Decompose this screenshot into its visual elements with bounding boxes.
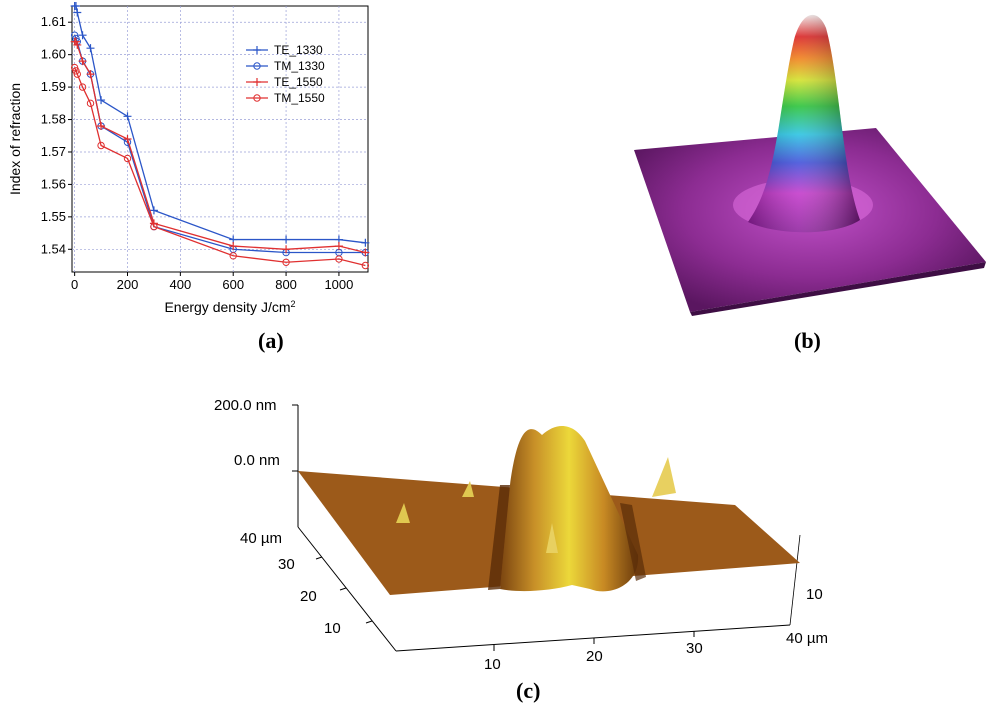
y-tick-label-1.58: 1.58: [41, 112, 66, 127]
point-TE_1550-4: [86, 70, 95, 79]
x-tick-label-400: 400: [170, 277, 192, 292]
point-TE_1330-6: [123, 112, 132, 121]
afm-right-axis: [789, 534, 801, 626]
y-tick-label-1.56: 1.56: [41, 176, 66, 191]
point-TM_1550-11: [361, 261, 370, 270]
legend-label-TM_1330: TM_1330: [274, 59, 325, 73]
caption-c: (c): [516, 678, 541, 703]
x-tick-label-200: 200: [117, 277, 139, 292]
afm-x-axis: [395, 624, 791, 652]
point-TE_1550-5: [97, 122, 106, 131]
refractive-index-chart: 0 200 400 600 800 1000 1.54 1.55 1.56 1.57 1.58 1.5…: [7, 2, 370, 315]
afm-spike-3: [652, 457, 676, 497]
point-TM_1550-10: [335, 255, 343, 263]
y-tick-label-1.54: 1.54: [41, 241, 66, 256]
point-TE_1550-3: [78, 57, 87, 66]
point-TE_1330-11: [361, 238, 370, 247]
point-TE_1330-1: [71, 2, 80, 10]
beam-peak-shading: [748, 14, 860, 233]
point-TM_1550-8: [229, 252, 237, 260]
legend-marker-TE_1550: [253, 78, 261, 86]
afm-ridge-shadow-left: [488, 485, 510, 590]
y-tick-label-1.59: 1.59: [41, 79, 66, 94]
point-TE_1330-9: [282, 235, 291, 244]
afm-y-label-10: 10: [324, 620, 341, 637]
point-TM_1550-9: [282, 258, 290, 266]
beam-profile-3d: [634, 14, 986, 316]
afm-y-label-20: 20: [300, 588, 317, 605]
point-TE_1330-4: [86, 44, 95, 53]
afm-spike-1: [396, 503, 410, 523]
legend-label-TM_1550: TM_1550: [274, 91, 325, 105]
afm-x-label-40: 40 µm: [786, 630, 828, 647]
afm-x-label-10: 10: [484, 656, 501, 670]
afm-surface-3d: 200.0 nm 0.0 nm 40 µm 30 20 10 10 20 30 …: [214, 397, 828, 670]
point-TE_1550-6: [123, 135, 132, 143]
afm-spike-4: [546, 523, 558, 553]
x-axis-label: Energy density J/cm2: [164, 299, 295, 315]
beam-base-front-edge: [690, 262, 986, 316]
point-TE_1330-2: [73, 8, 82, 17]
plot-frame: [71, 5, 369, 273]
y-tick-label-1.61: 1.61: [41, 14, 66, 29]
point-TM_1550-5: [97, 141, 105, 150]
afm-right-label-10: 10: [806, 586, 823, 603]
y-tick-label-1.57: 1.57: [41, 144, 66, 159]
point-TM_1550-3: [78, 83, 87, 91]
afm-x-label-30: 30: [686, 640, 703, 657]
point-TE_1330-7: [149, 206, 158, 215]
x-axis-label-superscript: 2: [291, 299, 296, 309]
afm-y-axis: [297, 526, 397, 652]
x-tick-label-0: 0: [71, 277, 78, 292]
afm-z-zero-label: 0.0 nm: [234, 452, 280, 469]
legend-label-TE_1330: TE_1330: [274, 43, 323, 57]
afm-y-label-40: 40 µm: [240, 530, 282, 547]
x-tick-label-1000: 1000: [324, 277, 353, 292]
x-tick-label-600: 600: [222, 277, 244, 292]
afm-ridge-shadow-right: [620, 503, 646, 581]
x-tick-label-800: 800: [275, 277, 297, 292]
point-TM_1550-4: [86, 99, 95, 108]
point-TE_1330-5: [97, 96, 106, 105]
y-axis-label: Index of refraction: [7, 83, 23, 195]
point-TE_1550-9: [282, 245, 291, 254]
point-TE_1550-10: [334, 242, 343, 251]
caption-a: (a): [258, 328, 284, 353]
afm-ridge: [500, 425, 639, 592]
legend-label-TE_1550: TE_1550: [274, 75, 323, 89]
point-TM_1550-0: [70, 63, 79, 72]
point-TE_1550-11: [361, 248, 370, 257]
point-TM_1550-7: [150, 222, 158, 231]
afm-z-top-label: 200.0 nm: [214, 397, 277, 414]
legend-marker-TM_1550: [253, 94, 261, 102]
point-TM_1550-2: [73, 70, 81, 78]
y-tick-label-1.6: 1.60: [41, 47, 66, 62]
point-TM_1550-1: [72, 67, 80, 75]
afm-spike-2: [462, 481, 474, 497]
afm-y-label-30: 30: [278, 556, 295, 573]
y-tick-label-1.55: 1.55: [41, 209, 66, 224]
legend-marker-TE_1330: [253, 46, 261, 54]
point-TE_1330-3: [78, 31, 87, 40]
chart-plot-root: 0 200 400 600 800 1000 1.54 1.55 1.56 1.57 1.58 1.5…: [7, 2, 370, 315]
afm-x-label-20: 20: [586, 648, 603, 665]
point-TM_1550-6: [123, 154, 132, 163]
legend-marker-TM_1330: [253, 62, 261, 70]
caption-b: (b): [794, 328, 821, 353]
point-TE_1550-8: [229, 242, 238, 251]
point-TE_1550-2: [73, 40, 82, 49]
